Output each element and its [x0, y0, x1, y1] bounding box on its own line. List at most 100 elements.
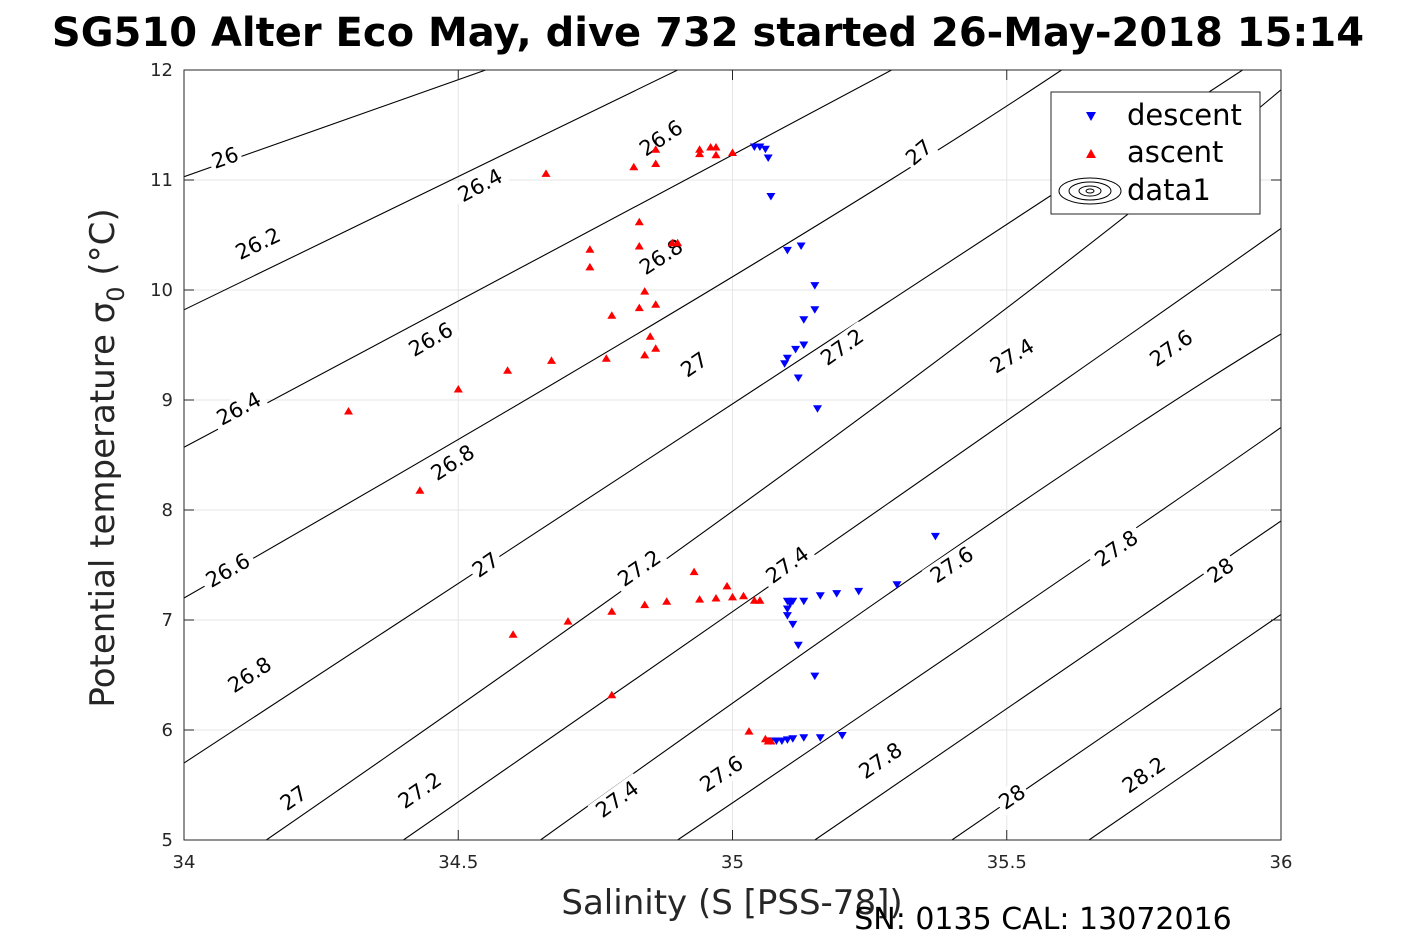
- ascent-point: [415, 486, 425, 494]
- ascent-point: [640, 600, 650, 609]
- legend: descent ascent data1: [1050, 91, 1261, 215]
- legend-box: [1050, 91, 1261, 215]
- descent-point: [799, 597, 809, 606]
- ascent-point: [651, 159, 661, 167]
- descent-point: [837, 732, 847, 740]
- ascent-point: [651, 145, 661, 153]
- legend-descent-label: descent: [1127, 98, 1242, 132]
- contour-label-gap: [1141, 322, 1202, 375]
- contour-label-gap: [899, 133, 939, 172]
- ascent-point: [651, 300, 661, 308]
- descent-point: [788, 735, 798, 743]
- ascent-point: [453, 385, 463, 393]
- descent-point: [782, 736, 792, 744]
- descent-point: [813, 405, 822, 413]
- sigma-contour-26.2: [184, 70, 678, 311]
- ascent-point: [651, 344, 661, 352]
- descent-point: [791, 345, 801, 354]
- ascent-point: [629, 162, 639, 171]
- contour-label-gap: [691, 748, 752, 800]
- contour-label-gap: [850, 735, 911, 787]
- contour-label-gap: [631, 112, 692, 164]
- descent-point: [799, 316, 809, 324]
- descent-point: [930, 532, 940, 541]
- ascent-point: [695, 145, 705, 153]
- descent-point: [815, 592, 825, 600]
- ascent-point: [695, 595, 705, 603]
- ascent-point: [344, 407, 353, 415]
- legend-data1-label: data1: [1127, 173, 1211, 207]
- contour-label-gap: [422, 437, 483, 489]
- density-contours: [184, 70, 1281, 840]
- ascent-point: [744, 727, 754, 735]
- contour-label-gap: [449, 161, 511, 210]
- x-axis-label: Salinity (S [PSS-78]): [561, 883, 902, 923]
- descent-point: [793, 641, 803, 650]
- sigma-contour-27.2: [403, 227, 1281, 840]
- x-tick-label: 34.5: [438, 852, 478, 873]
- x-tick-label: 35: [721, 852, 744, 873]
- descent-point: [793, 374, 803, 382]
- ascent-point: [766, 737, 776, 745]
- ascent-point: [503, 366, 513, 374]
- ascent-point: [634, 303, 644, 312]
- legend-ascent-label: ascent: [1127, 135, 1223, 169]
- contour-label-gap: [757, 538, 818, 592]
- descent-point: [796, 242, 806, 250]
- ascent-point: [728, 148, 737, 156]
- ascent-point: [607, 607, 617, 615]
- descent-point: [832, 590, 842, 598]
- y-tick-label: 5: [162, 830, 173, 851]
- y-tick-label: 10: [150, 280, 173, 301]
- contour-label-gap: [227, 220, 289, 267]
- descent-point: [799, 341, 809, 349]
- ascent-point: [563, 617, 573, 625]
- descent-point: [780, 360, 790, 368]
- contour-label-gap: [1114, 749, 1174, 801]
- x-tick-label: 35.5: [987, 852, 1027, 873]
- y-tick-label: 9: [162, 390, 173, 411]
- ascent-point: [607, 311, 617, 319]
- contour-label-gap: [465, 546, 506, 584]
- x-tick-label: 34: [173, 852, 196, 873]
- y-tick-label: 11: [150, 170, 173, 191]
- descent-point: [782, 605, 792, 613]
- sigma-contour-28.2: [1088, 707, 1281, 840]
- ascent-point: [689, 567, 699, 576]
- descent-point: [766, 193, 776, 201]
- contour-label-gap: [921, 539, 982, 591]
- ascent-point: [585, 245, 595, 253]
- ascent-point: [711, 150, 721, 159]
- sigma-contour-27.4: [540, 333, 1281, 840]
- ascent-point: [607, 690, 617, 699]
- y-axis-label-subscript: 0: [102, 286, 130, 301]
- contour-label-gap: [587, 773, 648, 826]
- descent-point: [799, 734, 809, 742]
- y-tick-label: 6: [162, 720, 173, 741]
- sigma-contour-27.8: [814, 520, 1281, 840]
- legend-ascent-marker: [1086, 149, 1096, 158]
- ascent-point: [728, 592, 737, 601]
- descent-point: [788, 620, 798, 629]
- descent-point: [777, 737, 787, 745]
- y-axis-label: Potential temperature σ0 (°C): [83, 208, 130, 707]
- x-tick-label: 36: [1270, 852, 1293, 873]
- serial-calibration-text: SN: 0135 CAL: 13072016: [854, 902, 1232, 937]
- data-series: [344, 143, 940, 745]
- y-axis-label-main: Potential temperature σ: [83, 302, 123, 708]
- y-axis-label-unit: (°C): [83, 208, 123, 286]
- ascent-point: [601, 354, 611, 362]
- contour-label-gap: [400, 315, 462, 364]
- y-tick-label: 7: [162, 610, 173, 631]
- ascent-point: [755, 596, 765, 604]
- ascent-point: [547, 356, 556, 364]
- contour-label-gap: [1086, 522, 1147, 575]
- contour-label-gap: [219, 649, 280, 701]
- descent-point: [788, 597, 798, 606]
- descent-point: [892, 581, 902, 589]
- ascent-point: [634, 242, 644, 250]
- ascent-point: [541, 169, 551, 177]
- y-tick-label: 8: [162, 500, 173, 521]
- contour-label-gap: [982, 331, 1043, 381]
- contour-label-gap: [197, 546, 259, 595]
